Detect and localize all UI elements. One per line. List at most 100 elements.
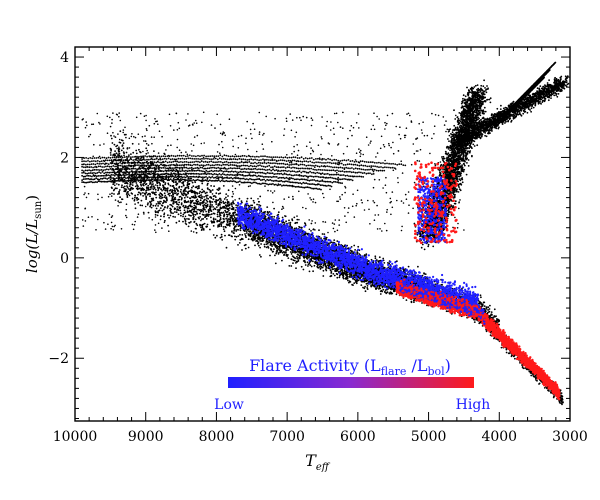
data-point [123,185,126,188]
data-point [281,259,283,262]
data-point [313,264,316,267]
data-point [191,199,194,202]
data-point [149,201,152,204]
data-point [329,269,332,271]
data-point [334,267,336,270]
data-point [224,225,227,228]
data-point [256,203,258,206]
data-point [496,318,498,320]
data-point [147,184,150,187]
data-point [312,260,314,263]
data-point [208,188,211,191]
data-point [111,142,114,144]
data-point [202,201,205,203]
data-point [290,258,293,261]
data-point [149,205,152,208]
data-point [178,201,181,204]
data-point [215,192,218,195]
data-point [229,216,232,219]
data-point [217,203,220,206]
data-point [226,221,229,224]
data-point [151,184,153,186]
data-point [163,213,166,216]
data-point [186,218,188,220]
data-point [268,211,271,213]
data-point [233,227,235,230]
data-point [214,236,217,239]
data-point [187,187,190,190]
data-point [199,216,202,218]
data-point [155,193,157,196]
data-point [220,223,223,226]
data-point [285,253,288,256]
data-point [216,211,219,214]
data-point [348,276,351,278]
data-point [246,197,249,200]
data-point [417,265,419,268]
data-point [231,205,234,208]
data-point [485,308,488,310]
data-point [212,225,215,227]
data-point [196,192,199,195]
data-point [210,210,213,212]
data-point [187,200,190,203]
data-point [189,197,191,200]
data-point [137,193,139,196]
data-point [300,265,303,268]
data-point [203,204,206,206]
data-point [199,196,202,199]
data-point [276,251,278,253]
data-point [232,200,235,203]
data-point [256,240,259,243]
data-point [217,199,220,201]
data-point [137,201,140,204]
data-point [259,204,262,207]
data-point [395,293,398,296]
data-point [482,301,485,304]
data-point [206,182,209,185]
data-point [253,238,256,241]
data-point [125,151,128,154]
data-point [147,202,149,205]
data-point [204,209,206,211]
data-point [300,227,303,229]
data-point [493,308,496,311]
data-point [144,140,147,143]
data-point [223,215,225,218]
data-point [125,133,127,136]
data-point [182,189,185,192]
data-point [109,178,112,181]
data-point [167,193,170,196]
data-point [260,243,262,245]
data-point [157,201,159,203]
data-point [338,274,341,277]
data-point [146,193,149,196]
data-point [193,221,196,224]
data-point [440,283,443,286]
data-point [167,205,169,208]
data-point [247,246,250,249]
data-point [186,186,188,189]
data-point [115,145,117,148]
data-point [127,193,130,196]
data-point [199,212,201,215]
data-point [114,150,116,153]
data-point [207,211,210,214]
data-point [216,213,219,216]
data-point [141,204,144,207]
data-point [142,195,145,197]
data-point [163,215,165,218]
data-point [135,174,138,177]
data-point [263,243,266,246]
data-point [225,246,228,249]
data-point [297,257,300,259]
data-point [304,224,307,227]
data-point [202,205,205,208]
data-point [214,218,217,221]
data-point [111,192,113,195]
data-point [220,233,223,236]
data-point [135,182,138,184]
data-point [199,199,202,202]
data-point [182,220,184,223]
data-point [154,213,157,216]
